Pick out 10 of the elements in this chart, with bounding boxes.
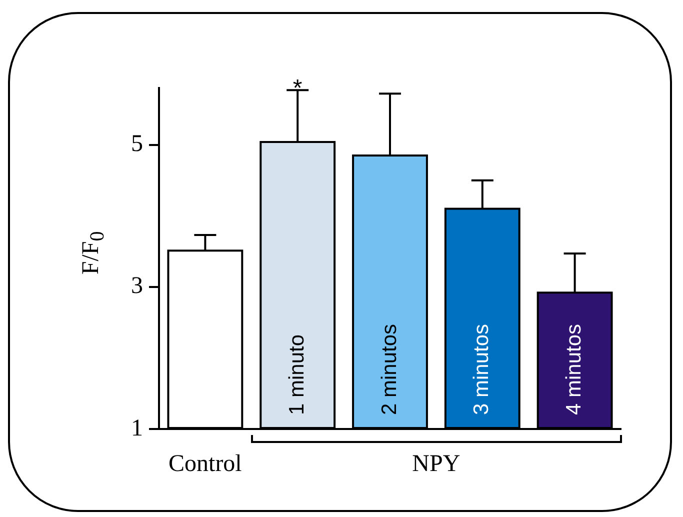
y-tick-label: 5	[131, 131, 143, 158]
x-tick-label: 2 minutos	[378, 324, 401, 415]
text: NPY	[412, 451, 460, 478]
y-tick-label: 1	[131, 415, 143, 442]
x-tick-label: 3 minutos	[470, 324, 494, 415]
x-tick-label: 4 minutos	[562, 324, 586, 415]
x-tick-label: Control	[168, 451, 242, 478]
annotation: *	[292, 75, 302, 102]
x-tick-label: 1 minuto	[285, 334, 308, 415]
y-tick-label: 3	[131, 273, 143, 300]
